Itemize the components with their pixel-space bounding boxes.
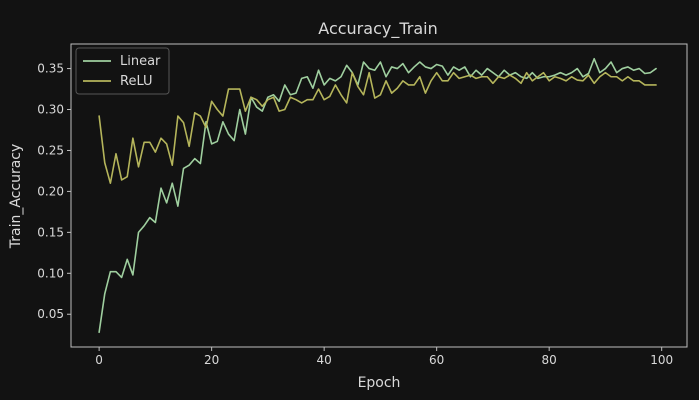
chart-title: Accuracy_Train [318,19,437,39]
x-axis: 0 20 40 60 80 100 [95,347,673,367]
x-axis-label: Epoch [358,375,401,391]
series-line-linear [98,57,657,334]
plot-area [70,43,688,348]
x-tick-label: 40 [317,353,332,367]
y-axis-label: Train_Accuracy [8,144,24,250]
series-line-relu [98,71,657,185]
y-axis: 0.05 0.10 0.15 0.20 0.25 0.30 0.35 [37,62,71,321]
plot-frame [70,43,688,348]
y-tick-label: 0.30 [37,103,64,117]
y-tick-label: 0.25 [37,143,64,157]
y-tick-label: 0.10 [37,266,64,280]
legend-label: Linear [120,54,161,69]
y-tick-label: 0.15 [37,225,64,239]
x-tick-label: 80 [542,353,557,367]
legend-label: ReLU [120,74,153,89]
x-tick-label: 20 [204,353,219,367]
series-layer [98,57,657,334]
y-tick-label: 0.20 [37,184,64,198]
x-tick-label: 60 [429,353,444,367]
legend-box [75,47,170,95]
legend: Linear ReLU [75,47,170,95]
x-tick-label: 0 [95,353,103,367]
y-tick-label: 0.35 [37,62,64,76]
y-tick-label: 0.05 [37,307,64,321]
x-tick-label: 100 [650,353,673,367]
